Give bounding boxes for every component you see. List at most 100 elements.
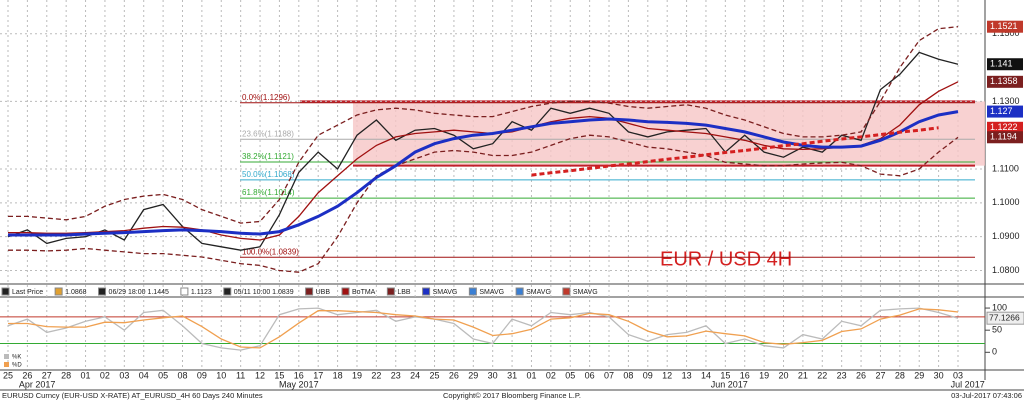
x-tick-label: 29: [914, 370, 924, 380]
y-tick-label: 50: [992, 325, 1002, 335]
stoch-line: [8, 308, 959, 349]
legend-swatch: [54, 287, 63, 296]
legend-label: SMAVG: [526, 289, 551, 296]
fib-label: 50.0%(1.1068): [242, 170, 295, 179]
x-tick-label: 28: [895, 370, 905, 380]
x-tick-label: 19: [759, 370, 769, 380]
x-tick-label: 18: [333, 370, 343, 380]
x-tick-label: 29: [468, 370, 478, 380]
x-tick-label: 30: [934, 370, 944, 380]
price-tag: [987, 20, 1023, 33]
price-tag: [987, 105, 1023, 118]
legend-swatch: [223, 287, 232, 296]
legend-label: Last Price: [12, 289, 43, 296]
legend-label: SMAVG: [433, 289, 458, 296]
legend-label: %K: [12, 355, 21, 361]
fib-label: 100.0%(1.0839): [242, 247, 299, 256]
price-line: [8, 26, 959, 224]
x-tick-label: 01: [81, 370, 91, 380]
legend-swatch: [4, 362, 9, 367]
legend-swatch: [4, 354, 9, 359]
y-tick-label: 1.1000: [992, 197, 1020, 207]
x-tick-label: 05: [565, 370, 575, 380]
legend-label: SMAVG: [573, 289, 598, 296]
x-tick-label: 23: [391, 370, 401, 380]
footer-left: EURUSD Curncy (EUR-USD X-RATE) AT_EURUSD…: [2, 391, 263, 400]
x-tick-label: 15: [274, 370, 284, 380]
price-line: [531, 126, 939, 177]
legend-swatch: [468, 287, 477, 296]
x-tick-label: 03: [953, 370, 963, 380]
y-tick-label: 1.0900: [992, 231, 1020, 241]
y-tick-label: 1.1100: [992, 163, 1019, 173]
legend-label: 1.0868: [65, 289, 87, 296]
x-tick-label: 09: [197, 370, 207, 380]
x-tick-label: 12: [255, 370, 265, 380]
month-label: May 2017: [279, 379, 319, 389]
x-tick-label: 22: [817, 370, 827, 380]
legend-swatch: [386, 287, 395, 296]
x-tick-label: 24: [410, 370, 420, 380]
x-tick-label: 16: [740, 370, 750, 380]
legend-swatch: [515, 287, 524, 296]
x-tick-label: 26: [22, 370, 32, 380]
x-tick-label: 19: [352, 370, 362, 380]
legend-label: %D: [12, 363, 22, 369]
y-tick-label: 100: [992, 302, 1007, 312]
footer-center: Copyright© 2017 Bloomberg Finance L.P.: [443, 391, 581, 400]
month-label: Jun 2017: [711, 379, 748, 389]
x-tick-label: 07: [604, 370, 614, 380]
x-tick-label: 20: [779, 370, 789, 380]
fib-label: 23.6%(1.1188): [242, 129, 294, 138]
legend-label: SMAVG: [479, 289, 504, 296]
price-tag-label: 1.1222: [990, 122, 1018, 132]
x-tick-label: 17: [313, 370, 323, 380]
x-tick-label: 08: [177, 370, 187, 380]
price-tag-label: 1.127: [990, 106, 1013, 116]
x-tick-label: 02: [546, 370, 556, 380]
x-tick-label: 01: [526, 370, 536, 380]
fib-label: 38.2%(1.1121): [242, 152, 294, 161]
price-line: [8, 81, 959, 241]
fib-label: 0.0%(1.1296): [242, 93, 290, 102]
legend-label: LBB: [397, 289, 411, 296]
x-tick-label: 14: [701, 370, 711, 380]
legend-swatch: [422, 287, 431, 296]
x-tick-label: 31: [507, 370, 517, 380]
legend-swatch: [98, 287, 107, 296]
x-tick-label: 28: [61, 370, 71, 380]
stoch-line: [7, 307, 959, 351]
x-tick-label: 26: [856, 370, 866, 380]
x-tick-label: 08: [623, 370, 633, 380]
x-tick-label: 23: [837, 370, 847, 380]
price-tag-label: 1.1521: [990, 21, 1018, 31]
x-tick-label: 13: [682, 370, 692, 380]
x-tick-label: 12: [662, 370, 672, 380]
price-tag-label: 1.141: [990, 59, 1013, 69]
month-label: Jul 2017: [951, 379, 985, 389]
legend-swatch: [1, 287, 10, 296]
y-tick-label: 1.1300: [992, 96, 1020, 106]
legend-label: 05/11 10:00 1.0839: [234, 289, 294, 296]
footer-right: 03-Jul-2017 07:43:06: [951, 391, 1022, 400]
price-tag: [987, 75, 1023, 88]
x-tick-label: 11: [236, 370, 245, 380]
legend-swatch: [562, 287, 571, 296]
legend-swatch: [305, 287, 314, 296]
month-label: Apr 2017: [19, 379, 56, 389]
legend-label: 1.1123: [191, 289, 212, 296]
legend-swatch: [341, 287, 350, 296]
x-tick-label: 10: [216, 370, 226, 380]
x-tick-label: 04: [139, 370, 149, 380]
price-tag-label: 1.1358: [990, 76, 1018, 86]
y-tick-label: 1.1500: [992, 28, 1020, 38]
legend-label: UBB: [316, 289, 331, 296]
price-tag-label: 1.1194: [990, 132, 1017, 142]
x-tick-label: 27: [42, 370, 52, 380]
x-tick-label: 25: [3, 370, 13, 380]
chart-title: EUR / USD 4H: [660, 248, 792, 270]
legend-label: 06/29 18:00 1.1445: [109, 289, 169, 296]
x-tick-label: 06: [585, 370, 595, 380]
x-tick-label: 30: [488, 370, 498, 380]
